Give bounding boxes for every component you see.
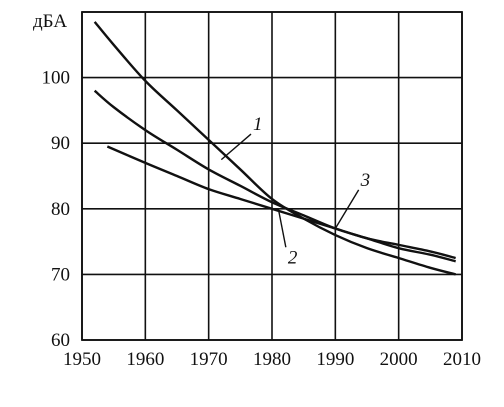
x-tick-label: 2000 [380,349,418,370]
x-tick-label: 1980 [253,349,291,370]
series-line-2 [93,89,456,263]
series-label-2: 2 [288,247,298,268]
series-label-leader [220,133,252,161]
x-tick-label: 1990 [316,349,354,370]
y-tick-label: 70 [51,264,70,285]
y-tick-label: 100 [42,68,71,89]
y-tick-label: 80 [51,199,70,220]
x-tick-label: 1950 [63,349,101,370]
x-tick-label: 2010 [443,349,481,370]
y-unit-label: дБА [33,11,67,32]
series-label-3: 3 [360,170,371,191]
series-label-1: 1 [253,114,263,135]
series-lines [93,21,456,276]
y-tick-label: 90 [51,133,70,154]
series-label-leader [277,208,287,248]
x-tick-label: 1970 [190,349,228,370]
series-label-leader [334,189,360,229]
y-tick-label: 60 [51,330,70,351]
grid [81,11,463,341]
series-line-3 [106,145,456,260]
series-line-1 [93,21,456,276]
x-tick-label: 1960 [126,349,164,370]
series-labels: 1 2 3 [220,114,371,268]
tick-labels: 1950 1960 1970 1980 1990 2000 2010 60 70 80 90 100 [42,68,482,370]
